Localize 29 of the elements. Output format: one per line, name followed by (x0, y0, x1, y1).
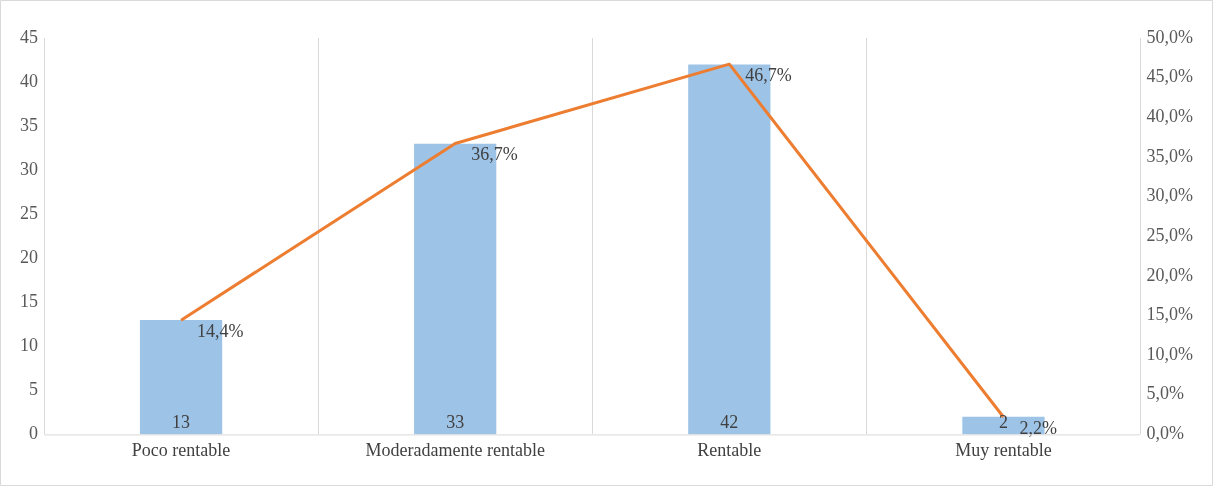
y-tick-label: 30 (20, 158, 38, 179)
y-tick-label: 25 (20, 202, 38, 223)
y2-tick-label: 0,0% (1146, 423, 1185, 444)
y2-tick-label: 40,0% (1146, 106, 1194, 127)
y-tick-label: 40 (20, 70, 38, 91)
data-label: 33 (446, 412, 465, 433)
data-label: 13 (172, 412, 191, 433)
y-tick-label: 5 (29, 379, 38, 400)
x-tick-label: Poco rentable (131, 439, 231, 460)
y-tick-label: 45 (20, 26, 38, 47)
y-tick-label: 20 (20, 246, 38, 267)
y-tick-label: 15 (20, 291, 38, 311)
y2-tick-label: 15,0% (1146, 304, 1194, 325)
x-tick-label: Rentable (697, 439, 762, 460)
y2-tick-label: 10,0% (1146, 343, 1194, 364)
y-tick-label: 35 (20, 114, 38, 135)
y2-tick-label: 50,0% (1146, 26, 1194, 47)
y-tick-label: 0 (29, 423, 38, 444)
y2-tick-label: 25,0% (1146, 224, 1194, 245)
x-tick-label: Muy rentable (955, 439, 1052, 460)
y2-tick-label: 45,0% (1146, 66, 1194, 87)
data-label: 42 (720, 412, 739, 433)
y2-tick-label: 35,0% (1146, 145, 1194, 166)
x-tick-label: Moderadamente rentable (365, 439, 545, 460)
y-tick-label: 10 (20, 335, 38, 356)
y2-tick-label: 20,0% (1146, 264, 1194, 285)
y2-tick-label: 30,0% (1146, 185, 1194, 206)
y2-tick-label: 5,0% (1146, 383, 1185, 404)
data-label: 2 (998, 412, 1008, 433)
